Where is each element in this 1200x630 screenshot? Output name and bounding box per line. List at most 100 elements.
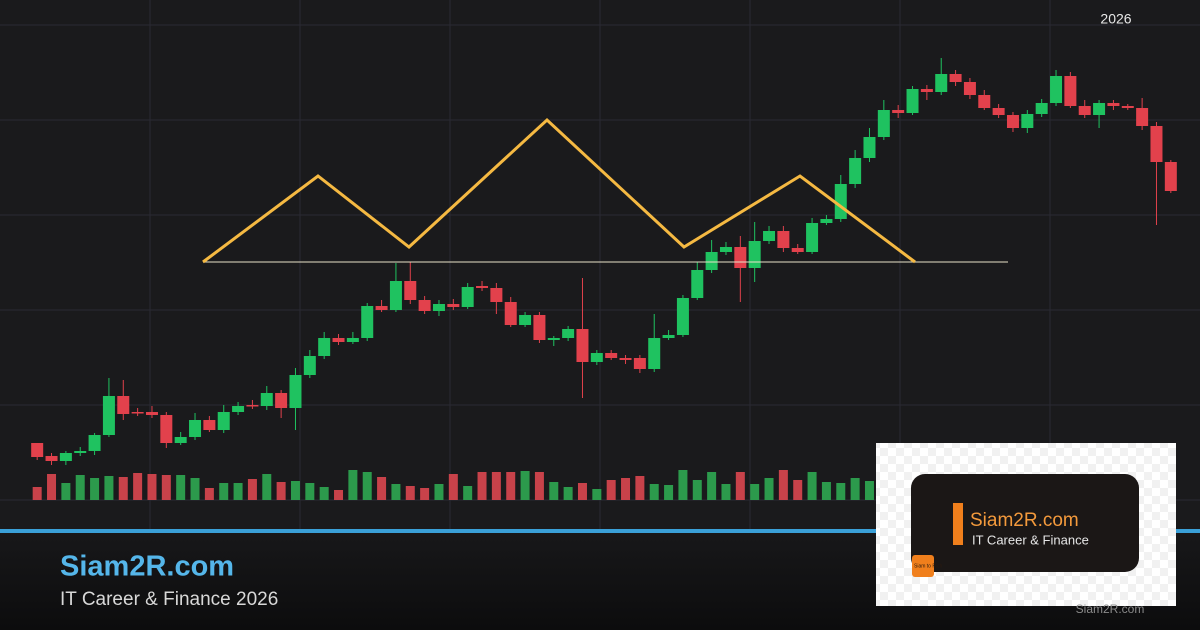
candle-body xyxy=(1035,103,1048,114)
volume-bar xyxy=(864,481,874,500)
candle-body xyxy=(102,396,115,435)
candle-body xyxy=(1107,103,1120,106)
candle-body xyxy=(404,281,417,300)
footer-line xyxy=(0,529,1200,533)
candle-body xyxy=(519,315,532,325)
candle-body xyxy=(920,89,933,92)
volume-bar xyxy=(750,484,760,500)
volume-bar xyxy=(520,471,530,500)
candle-body xyxy=(174,437,187,443)
candle-body xyxy=(189,420,202,437)
volume-bar xyxy=(334,490,344,500)
volume-bar xyxy=(563,487,573,500)
volume-bar xyxy=(721,484,731,500)
volume-bar xyxy=(75,475,85,500)
candle-body xyxy=(662,335,675,338)
volume-bar xyxy=(649,484,659,500)
candle-body xyxy=(1121,106,1134,108)
tagline: IT Career & Finance 2026 xyxy=(60,589,278,610)
candle-body xyxy=(906,89,919,113)
volume-bar xyxy=(348,470,358,500)
candle-body xyxy=(619,358,632,360)
candle-body xyxy=(691,270,704,298)
volume-bar xyxy=(262,474,272,500)
candle-body xyxy=(1078,106,1091,115)
logo-icon-text: Siam to Rich xyxy=(914,563,943,569)
candle-body xyxy=(992,108,1005,115)
candle-body xyxy=(935,74,948,92)
candle-body xyxy=(318,338,331,356)
volume-bar xyxy=(821,482,831,500)
candle-body xyxy=(88,435,101,451)
candle-body xyxy=(1064,76,1077,106)
candle-body xyxy=(375,306,388,310)
candle-body xyxy=(978,95,991,108)
volume-bar xyxy=(606,480,616,500)
volume-bar xyxy=(319,487,329,500)
candle-body xyxy=(31,443,44,457)
volume-bar xyxy=(32,487,42,500)
candle-body xyxy=(476,286,489,288)
candle-body xyxy=(648,338,661,369)
candle-body xyxy=(332,338,345,342)
candle-body xyxy=(1093,103,1106,115)
pattern-line xyxy=(202,117,916,264)
candle-body xyxy=(217,412,230,430)
candle-body xyxy=(432,304,445,311)
candle-body xyxy=(806,223,819,252)
volume-bar xyxy=(219,483,229,500)
candle-body xyxy=(719,247,732,252)
logo-bar xyxy=(953,503,963,545)
candle-body xyxy=(633,358,646,369)
candle-body xyxy=(389,281,402,310)
logo-card xyxy=(911,474,1139,572)
site-name: Siam2R.com xyxy=(60,551,234,583)
volume-bar xyxy=(477,472,487,500)
volume-bar xyxy=(664,485,674,500)
watermark: Siam2R.com xyxy=(1076,602,1145,616)
volume-bar xyxy=(247,479,257,500)
candle-body xyxy=(160,415,173,443)
volume-bar xyxy=(549,482,559,500)
volume-bar xyxy=(133,473,143,500)
candle-body xyxy=(145,412,158,415)
volume-bar xyxy=(621,478,631,500)
candle-body xyxy=(447,304,460,307)
candle-body xyxy=(820,219,833,223)
volume-bar xyxy=(807,472,817,500)
volume-bar xyxy=(104,476,114,500)
candle-body xyxy=(1150,126,1163,162)
candle-body xyxy=(562,329,575,338)
candle-body xyxy=(863,137,876,158)
volume-bar xyxy=(176,475,186,500)
candle-body xyxy=(963,82,976,95)
logo-tagline: IT Career & Finance xyxy=(972,532,1089,547)
candle-body xyxy=(1164,162,1177,191)
volume-bar xyxy=(836,483,846,500)
candle-body xyxy=(289,375,302,408)
candle-body xyxy=(605,353,618,358)
volume-bar xyxy=(420,488,430,500)
volume-bar xyxy=(577,483,587,500)
candle-body xyxy=(1050,76,1063,103)
volume-bar xyxy=(778,470,788,500)
candle-body xyxy=(705,252,718,270)
candle-body xyxy=(303,356,316,375)
candle-body xyxy=(892,110,905,113)
volume-bar xyxy=(735,472,745,500)
volume-bar xyxy=(534,472,544,500)
candle-body xyxy=(45,456,58,461)
candle-body xyxy=(117,396,130,414)
volume-bar xyxy=(362,472,372,500)
volume-bar xyxy=(47,474,57,500)
volume-bar xyxy=(506,472,516,500)
candle-body xyxy=(59,453,72,461)
candle-body xyxy=(418,300,431,311)
volume-bar xyxy=(118,477,128,500)
candle-body xyxy=(203,420,216,430)
candle-body xyxy=(676,298,689,335)
candle-body xyxy=(275,393,288,408)
volume-bar xyxy=(190,478,200,500)
